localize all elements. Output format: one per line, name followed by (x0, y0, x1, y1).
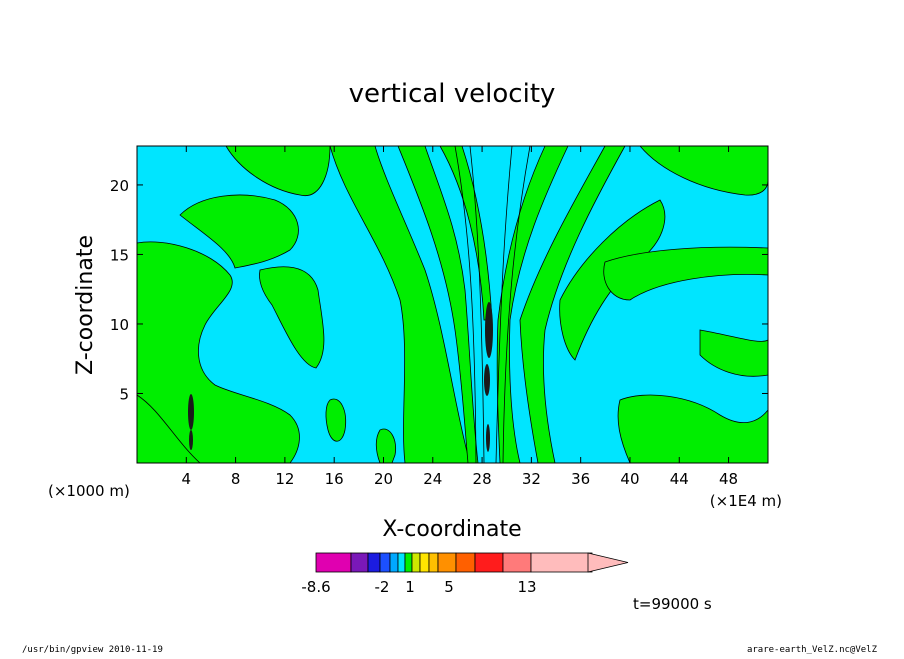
x-tick-label: 28 (473, 470, 492, 488)
x-tick-label: 24 (423, 470, 442, 488)
updraft-core (189, 430, 193, 450)
colorbar-swatch (474, 552, 504, 573)
y-tick-label: 20 (110, 177, 129, 195)
x-tick-label: 36 (571, 470, 590, 488)
positive-velocity-region (496, 145, 569, 464)
colorbar-swatch (315, 552, 352, 573)
colorbar-label: 5 (444, 578, 454, 596)
positive-velocity-region (179, 194, 299, 269)
x-tick-label: 48 (719, 470, 738, 488)
footer-right: arare-earth_VelZ.nc@VelZ (747, 645, 878, 654)
colorbar-label: 1 (405, 578, 415, 596)
x-unit-right: (×1E4 m) (710, 492, 782, 510)
colorbar-label: -2 (375, 578, 390, 596)
positive-velocity-region (136, 394, 202, 464)
colorbar-swatch (428, 552, 439, 573)
x-unit-left: (×1000 m) (48, 482, 130, 500)
y-axis-ticks: 5 10 15 20 (110, 177, 768, 403)
colorbar-swatch (419, 552, 430, 573)
colorbar-swatch (389, 552, 399, 573)
y-tick-label: 10 (110, 316, 129, 334)
colorbar-swatch (397, 552, 406, 573)
colorbar-swatch (367, 552, 381, 573)
contour-line (469, 145, 485, 464)
colorbar-swatch (455, 552, 476, 573)
positive-velocity-regions (136, 145, 769, 464)
updraft-core (188, 394, 194, 430)
positive-velocity-region (519, 145, 626, 464)
plot-area (136, 145, 769, 464)
x-tick-label: 40 (620, 470, 639, 488)
x-axis-label: X-coordinate (382, 517, 521, 542)
contour-line (502, 145, 531, 464)
x-tick-label: 44 (670, 470, 689, 488)
footer-left: /usr/bin/gpview 2010-11-19 (22, 645, 163, 654)
updraft-core (486, 424, 490, 452)
colorbar-swatch (437, 552, 457, 573)
x-tick-label: 12 (275, 470, 294, 488)
y-axis-label: Z-coordinate (73, 235, 98, 375)
colorbar-swatch (404, 552, 413, 573)
positive-velocity-region (603, 246, 769, 301)
x-tick-label: 4 (182, 470, 192, 488)
x-tick-label: 32 (522, 470, 541, 488)
x-tick-label: 8 (231, 470, 241, 488)
y-tick-label: 5 (119, 385, 129, 403)
colorbar-swatch (350, 552, 369, 573)
y-tick-label: 15 (110, 246, 129, 264)
colorbar-label: -8.6 (301, 578, 330, 596)
positive-velocity-region (259, 266, 325, 369)
colorbar-swatch (502, 552, 532, 573)
colorbar-swatch (379, 552, 391, 573)
contour-line (495, 145, 513, 464)
x-tick-label: 20 (374, 470, 393, 488)
colorbar-labels: -8.6 -2 1 5 13 (301, 578, 536, 596)
time-label: t=99000 s (633, 595, 712, 613)
x-tick-label: 16 (325, 470, 344, 488)
contour-line (454, 145, 477, 464)
colorbar (315, 552, 629, 573)
positive-velocity-region (325, 398, 347, 442)
updraft-core (485, 302, 493, 358)
plot-frame (136, 145, 769, 464)
positive-velocity-region (136, 241, 300, 464)
updraft-core (484, 364, 490, 396)
colorbar-swatch (530, 552, 593, 573)
x-axis-ticks: 4 8 12 16 20 24 28 32 36 40 44 48 (182, 146, 738, 488)
chart-title: vertical velocity (349, 79, 556, 109)
colorbar-arrow (587, 552, 629, 573)
colorbar-label: 13 (517, 578, 536, 596)
positive-velocity-region (225, 145, 331, 196)
colorbar-swatch (411, 552, 421, 573)
positive-velocity-region (617, 394, 769, 464)
